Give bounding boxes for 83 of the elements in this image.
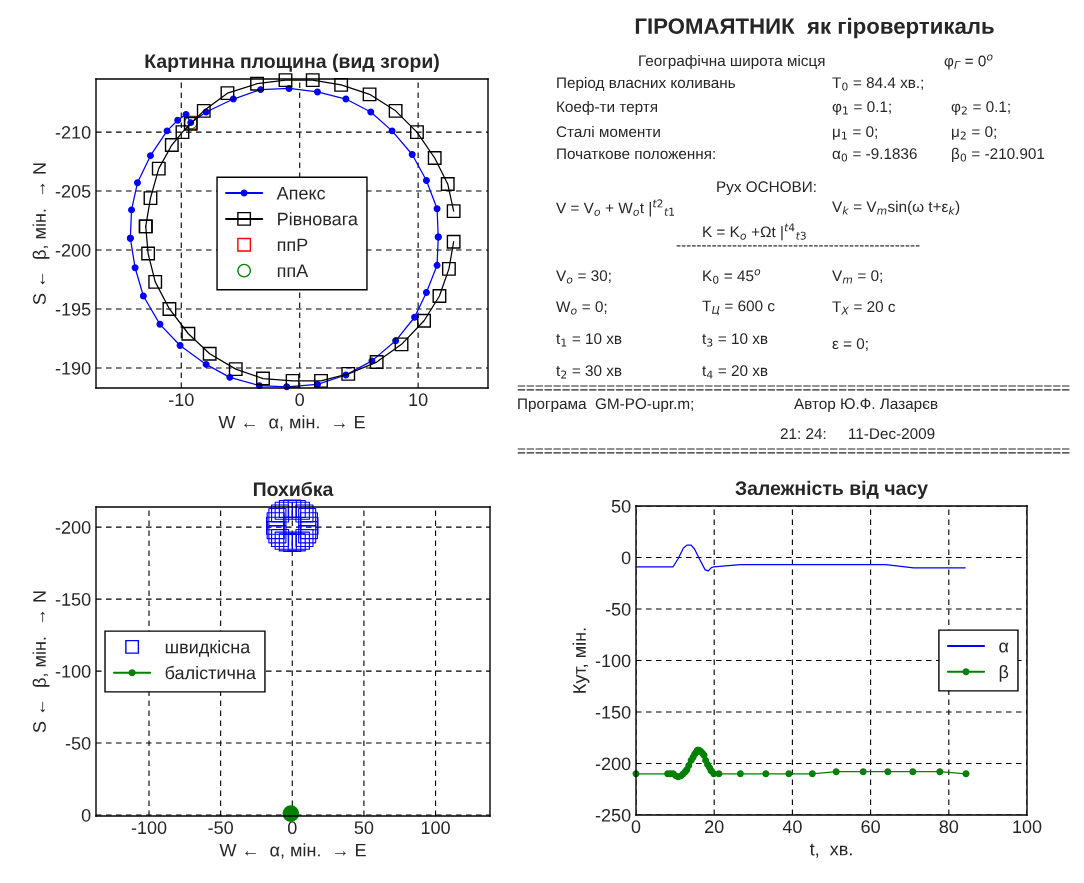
x-tick-label: -50 bbox=[208, 821, 233, 835]
legend-label: α bbox=[999, 642, 1009, 653]
text: V = V$_{o}$ + W$_{o}$t |$^{t2}$$_{t1}$ bbox=[556, 199, 675, 217]
text: V$_{m}$ = 0; bbox=[832, 270, 882, 284]
y-tick-label: -100 bbox=[55, 665, 91, 678]
text: φ$_{2}$ = 0.1; bbox=[951, 101, 1010, 116]
text: Коеф-ти тертя bbox=[557, 100, 658, 116]
text: Рух ОСНОВИ: bbox=[717, 181, 816, 196]
x-tick-label: 40 bbox=[782, 820, 802, 834]
text: t$_{2}$ = 30 хв bbox=[556, 365, 622, 379]
text: T$_{Ц}$ = 600 c bbox=[702, 300, 775, 316]
y-tick-label: -195 bbox=[55, 302, 91, 316]
text: α$_{0}$ = -9.1836 bbox=[832, 148, 917, 162]
text: V$_{o}$ = 30; bbox=[556, 270, 611, 284]
text: μ$_{2}$ = 0; bbox=[952, 126, 996, 140]
legend-label: ппА bbox=[277, 264, 309, 277]
x-tick-label: 60 bbox=[861, 820, 880, 834]
text: Автор Ю.Ф. Лазарєв bbox=[794, 398, 938, 413]
x-tick-label: 0 bbox=[287, 821, 297, 835]
text: K$_{0}$ = 45$^{o}$ bbox=[703, 269, 761, 284]
text: ГІРОМАЯТНИК як гіровертикаль bbox=[635, 17, 994, 39]
text: μ$_{1}$ = 0; bbox=[833, 126, 877, 140]
text: φ$_{1}$ = 0.1; bbox=[832, 101, 891, 116]
legend-label: ппР bbox=[277, 238, 308, 252]
x-tick-label: -100 bbox=[131, 821, 167, 835]
text: φ$_{Г}$ = 0$^{o}$ bbox=[944, 54, 993, 70]
text: β$_{0}$ = -210.901 bbox=[952, 147, 1045, 163]
y-tick-label: -150 bbox=[55, 593, 91, 606]
text: ============================================================== bbox=[517, 448, 1070, 454]
legend-label: Рівновага bbox=[278, 212, 358, 226]
x-tick-label: 80 bbox=[939, 820, 959, 834]
x-tick-label: 0 bbox=[295, 393, 305, 407]
y-tick-label: -50 bbox=[65, 736, 91, 750]
y-tick-label: 0 bbox=[621, 551, 631, 565]
legend-label: Апекс bbox=[276, 186, 326, 200]
y-axis-title: S ← β, мін. → N bbox=[32, 591, 50, 733]
text: Географічна широта місця bbox=[639, 54, 825, 70]
x-tick-label: 50 bbox=[354, 821, 374, 835]
text: Програма GM-PO-upr.m; bbox=[518, 398, 693, 413]
text: t$_{4}$ = 20 хв bbox=[702, 365, 768, 379]
text: T$_{0}$ = 84.4 хв.; bbox=[832, 77, 923, 91]
text: t$_{3}$ = 10 хв bbox=[702, 333, 768, 347]
y-tick-label: -200 bbox=[55, 243, 91, 257]
x-tick-label: 100 bbox=[421, 821, 450, 835]
legend-label: швидкісна bbox=[165, 640, 251, 657]
y-tick-label: 50 bbox=[611, 499, 631, 513]
text: K = K$_{o}$ +Ωt |$^{t4}$$_{t3}$ bbox=[703, 223, 806, 241]
y-tick-label: -200 bbox=[595, 757, 631, 771]
y-axis-title: S ← β, мін. → N bbox=[32, 163, 50, 305]
y-tick-label: -200 bbox=[55, 521, 91, 534]
y-tick-label: -205 bbox=[55, 184, 91, 198]
y-tick-label: -250 bbox=[595, 808, 631, 822]
legend-label: балістична bbox=[165, 665, 256, 680]
text: ------------------------------------------------ bbox=[676, 245, 920, 247]
chart-title: Похибка bbox=[253, 481, 334, 497]
x-axis-title: W ← α, мін. → E bbox=[218, 415, 365, 431]
text: V$_{k}$ = V$_{m}$sin(ω t+ε$_{k}$) bbox=[832, 200, 960, 216]
legend-label: β bbox=[999, 665, 1009, 682]
text: t$_{1}$ = 10 хв bbox=[556, 333, 622, 347]
text: Сталі моменти bbox=[556, 125, 660, 138]
x-tick-label: 20 bbox=[705, 820, 724, 834]
x-tick-label: 100 bbox=[1013, 820, 1042, 834]
y-tick-label: -210 bbox=[55, 126, 91, 139]
text: ε = 0; bbox=[832, 338, 868, 351]
y-tick-label: -150 bbox=[595, 705, 631, 719]
text: W$_{o}$ = 0; bbox=[556, 301, 607, 315]
x-tick-label: 10 bbox=[409, 393, 428, 407]
text: 21: 24: 11-Dec-2009 bbox=[780, 428, 935, 440]
y-tick-label: -50 bbox=[605, 602, 631, 616]
text: T$_{X}$ = 20 c bbox=[832, 301, 896, 315]
y-tick-label: 0 bbox=[81, 808, 91, 822]
y-tick-label: -100 bbox=[595, 654, 631, 668]
x-tick-label: 0 bbox=[631, 820, 641, 834]
x-tick-label: -10 bbox=[169, 393, 194, 407]
text: ============================================================== bbox=[517, 385, 1070, 391]
x-axis-title: t, хв. bbox=[809, 843, 852, 858]
chart-title: Картинна площина (вид згори) bbox=[145, 53, 439, 72]
chart-title: Залежність від часу bbox=[735, 480, 928, 499]
y-axis-title: Кут, мін. bbox=[572, 628, 590, 693]
y-tick-label: -190 bbox=[55, 361, 91, 375]
text: Період власних коливань bbox=[557, 76, 736, 92]
text: Початкове положення: bbox=[557, 148, 715, 160]
x-axis-title: W ← α, мін. → E bbox=[219, 843, 366, 859]
